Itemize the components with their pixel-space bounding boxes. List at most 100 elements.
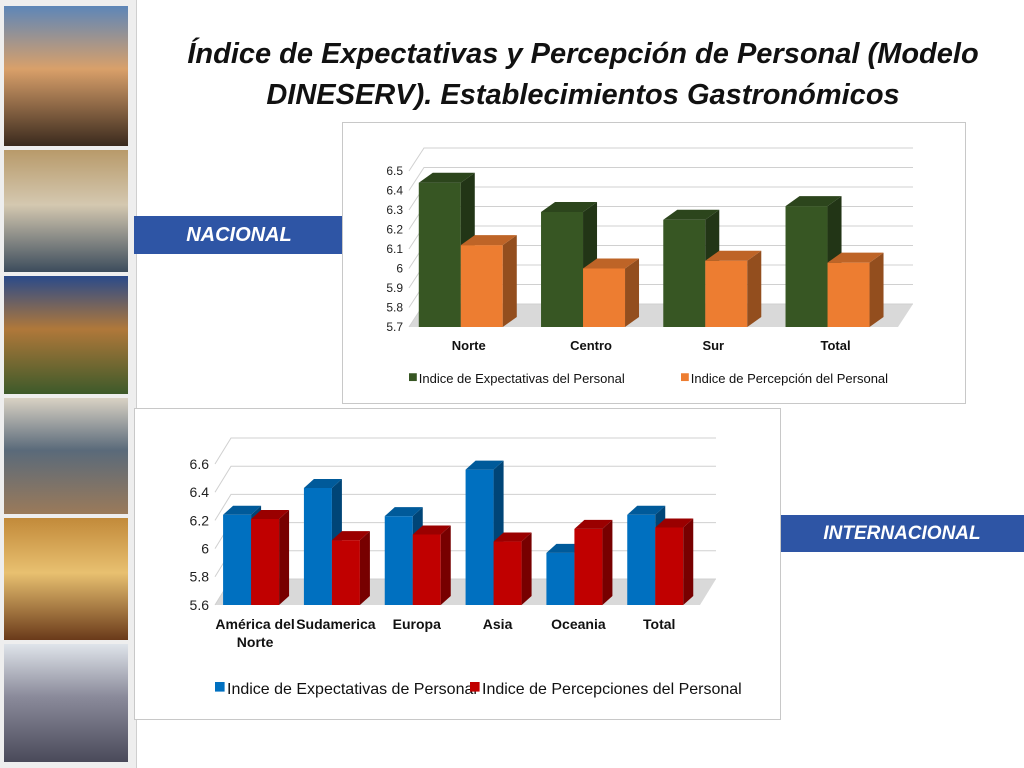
legend-label: Indice de Percepción del Personal [691,371,888,386]
category-label: Total [643,616,675,632]
terrace-mountain-photo [4,276,128,394]
bar-front [785,206,828,327]
bar-top [465,460,504,470]
bar-top [412,525,451,535]
bar-top [460,235,517,246]
bar-front [418,182,461,327]
bar-side [747,250,762,327]
internacional-chart-svg: 5.6 5.8 6 6.2 6.4 6.6 América del Norte Sudameri… [190,437,742,698]
bar-front [655,527,684,605]
category-label: Europa [393,616,441,632]
bar [655,518,694,605]
bar-side [359,531,370,605]
bar-front [541,211,584,327]
street-crowd-photo [4,150,128,272]
y-tick-label: 6.4 [190,484,210,500]
bar-top [655,518,694,528]
bar-top [418,172,475,183]
bar-side [625,258,640,327]
bar-top [223,505,262,515]
bar-front [827,262,870,327]
y-tick-label: 6.2 [190,512,210,528]
bar-top [251,509,290,519]
category-label: Centro [570,338,612,353]
bar-front [493,541,522,605]
nacional-chart-svg: 5.7 5.8 5.9 6 6.1 6.2 6.3 6.4 6.5 Norte Centro Sur T… [386,147,913,386]
bar-side [869,252,884,327]
category-label: Sur [702,338,724,353]
y-tick-label: 6.3 [386,203,403,217]
y-tick-label: 6.2 [386,223,403,237]
bar-front [223,514,252,605]
bar-top [785,196,842,207]
bar-side [521,532,532,605]
category-label: Asia [483,616,513,632]
y-tick-label: 6.1 [386,242,403,256]
y-tick-label: 6 [396,262,403,276]
bar-front [705,260,748,327]
nacional-chart: 5.7 5.8 5.9 6 6.1 6.2 6.3 6.4 6.5 Norte Centro Sur T… [342,122,966,404]
bar [493,532,532,605]
category-label: Sudamerica [296,616,376,632]
bar-top [583,258,640,269]
mall-crowd-photo [4,644,128,762]
pool-cathedral-photo [4,6,128,146]
legend-swatch [215,682,225,692]
gridline [214,465,716,493]
bar [705,250,762,327]
legend-swatch [681,373,689,382]
bar-front [412,534,441,605]
y-tick-label: 5.7 [386,320,403,334]
bar-top [627,505,666,515]
category-label: América del [215,616,294,632]
slide-title: Índice de Expectativas y Percepción de P… [187,38,979,111]
y-tick-label: 5.6 [190,597,210,613]
church-plaza-photo [4,398,128,514]
gridline [214,493,716,521]
bar-front [627,514,656,605]
bar [331,531,370,605]
bar [251,509,290,605]
hotel-room-photo [4,518,128,640]
bar-front [331,540,360,605]
bar-top [303,478,342,488]
gridline [214,437,716,465]
bar-front [546,552,575,605]
y-tick-label: 6.5 [386,164,403,178]
nacional-label: NACIONAL [134,216,344,254]
category-label: Norte [452,338,486,353]
bar-front [303,487,332,605]
bar-side [502,235,517,327]
bar-top [827,252,884,263]
bar-top [331,531,370,541]
bar [583,258,640,327]
legend-label: Indice de Expectativas del Personal [419,371,625,386]
nacional-label-text: NACIONAL [186,223,292,246]
bar-side [440,525,451,605]
y-tick-label: 6 [201,541,209,557]
y-tick-label: 6.6 [190,456,210,472]
bar-side [279,509,290,605]
y-tick-label: 5.8 [386,301,403,315]
gridline [408,147,913,172]
bar-top [663,209,720,220]
bar [574,519,613,605]
bar-front [574,528,603,605]
internacional-label-text: INTERNACIONAL [823,522,981,544]
bar [412,525,451,605]
bar-side [602,519,613,605]
bar-front [465,469,494,605]
legend-swatch [409,373,417,382]
category-label: Norte [237,634,274,650]
photo-strip [0,0,137,768]
bar-top [493,532,532,542]
y-tick-label: 5.8 [190,569,210,585]
internacional-label: INTERNACIONAL [780,515,1024,552]
y-tick-label: 5.9 [386,281,403,295]
category-label: Oceania [551,616,606,632]
bar-top [384,507,423,517]
bar-front [460,245,503,327]
legend-label: Indice de Percepciones del Personal [482,681,742,698]
bar-front [663,219,706,327]
category-label: Total [820,338,850,353]
